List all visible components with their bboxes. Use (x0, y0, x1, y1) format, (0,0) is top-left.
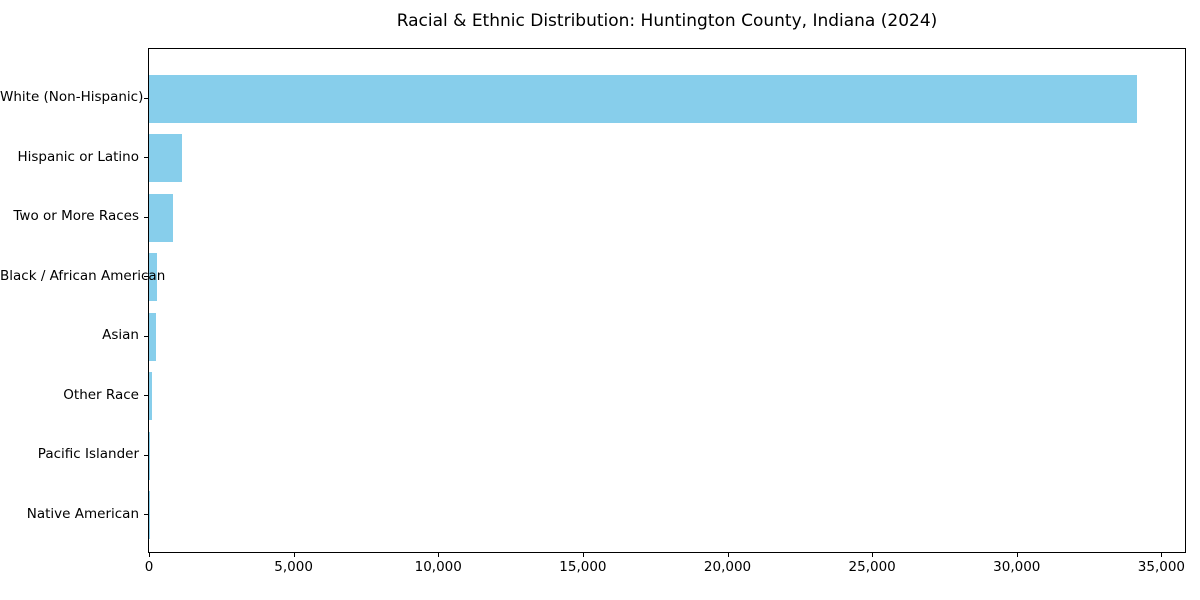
x-tick-mark (872, 553, 874, 557)
y-tick-label: Black / African American (0, 267, 166, 284)
bar-two-or-more-races (149, 193, 173, 242)
chart-row (149, 129, 1185, 189)
y-tick-mark (144, 216, 149, 218)
x-tick-mark (727, 553, 729, 557)
x-tick-mark (149, 553, 150, 557)
x-tick-mark (293, 553, 295, 557)
y-tick-mark (144, 157, 149, 159)
x-tick-mark (438, 553, 440, 557)
y-tick-mark (144, 454, 149, 456)
x-tick-label: 25,000 (848, 559, 896, 575)
x-tick-label: 35,000 (1137, 559, 1186, 575)
chart-row (149, 69, 1185, 129)
y-tick-mark (144, 514, 149, 516)
x-tick-label: 10,000 (414, 559, 462, 575)
y-tick-label: White (Non-Hispanic) (0, 89, 144, 106)
plot-area (148, 48, 1186, 553)
chart-row (149, 248, 1185, 308)
y-tick-mark (144, 395, 149, 397)
y-tick-mark (144, 335, 149, 337)
y-tick-label: Hispanic or Latino (17, 148, 139, 165)
y-tick-label: Asian (102, 327, 139, 344)
chart-title: Racial & Ethnic Distribution: Huntington… (396, 11, 938, 31)
chart-row (149, 307, 1185, 367)
x-tick-label: 15,000 (559, 559, 607, 575)
x-tick-label: 30,000 (993, 559, 1041, 575)
bar-pacific-islander (149, 431, 150, 480)
chart-row (149, 426, 1185, 486)
chart-row (149, 188, 1185, 248)
chart-row (149, 367, 1185, 427)
x-tick-label: 20,000 (703, 559, 752, 575)
bar-white-non-hispanic (149, 74, 1137, 123)
y-tick-label: Two or More Races (13, 208, 139, 225)
bar-other-race (149, 372, 153, 421)
y-tick-mark (144, 276, 149, 278)
x-tick-mark (1161, 553, 1163, 557)
y-tick-label: Pacific Islander (37, 446, 139, 463)
bar-hispanic-or-latino (149, 134, 182, 183)
x-tick-mark (582, 553, 584, 557)
bar-asian (149, 312, 156, 361)
y-tick-label: Other Race (63, 386, 139, 403)
x-tick-mark (1016, 553, 1018, 557)
x-tick-label: 0 (144, 559, 154, 575)
chart-row (149, 486, 1185, 546)
bars-container (149, 49, 1185, 552)
y-tick-label: Native American (26, 505, 139, 522)
x-tick-label: 5,000 (274, 559, 313, 575)
y-tick-mark (144, 97, 149, 99)
bar-black-african-american (149, 253, 158, 302)
